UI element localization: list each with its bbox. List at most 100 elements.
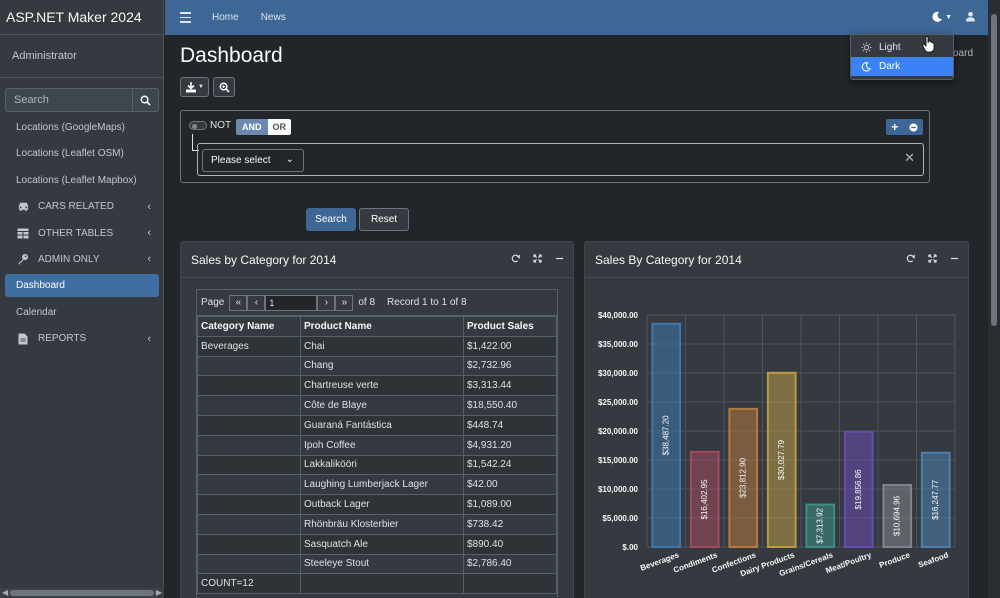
scroll-left-icon[interactable]: ◀: [2, 588, 9, 597]
table-cell: [197, 355, 301, 377]
table-row: Beverages Chai $1,422.00: [197, 335, 557, 357]
table-cell: [300, 573, 464, 595]
sidebar-item-admin-only[interactable]: ADMIN ONLY ‹: [5, 248, 159, 271]
table-cell: [197, 474, 301, 496]
sidebar-item-other-tables[interactable]: OTHER TABLES ‹: [5, 222, 159, 245]
sidebar-item-reports[interactable]: REPORTS ‹: [5, 327, 159, 350]
maximize-icon[interactable]: [928, 254, 937, 263]
table-cell: $2,732.96: [463, 355, 557, 377]
plus-icon[interactable]: +: [891, 120, 899, 134]
page-number-input[interactable]: 1: [265, 294, 318, 311]
car-icon: [16, 201, 30, 213]
table-row: Steeleye Stout $2,786.40: [197, 553, 557, 575]
bar: [882, 483, 913, 549]
table-cell: $1,422.00: [463, 335, 557, 357]
refresh-icon[interactable]: [906, 254, 915, 263]
table-cell: $18,550.40: [463, 395, 557, 416]
chevron-left-icon: ‹: [147, 332, 151, 345]
table-row: Laughing Lumberjack Lager $42.00: [197, 474, 557, 496]
table-body: Beverages Chai $1,422.00 Chang $2,732.96 Char…: [197, 335, 557, 595]
menu-toggle-icon[interactable]: [180, 12, 198, 23]
table-cell: $2,786.40: [463, 553, 557, 575]
scrollbar-thumb[interactable]: [10, 590, 154, 596]
nav-home-link[interactable]: Home: [212, 12, 239, 23]
y-tick-label: $40,000.00: [598, 311, 639, 320]
theme-toggle-button[interactable]: ▼: [931, 11, 952, 23]
table-cell: COUNT=12: [197, 573, 301, 595]
add-group-icon[interactable]: [909, 122, 918, 132]
document-icon: [16, 333, 30, 345]
search-button[interactable]: Search: [306, 208, 356, 231]
report-card-title: Sales by Category for 2014: [191, 253, 337, 267]
sidebar-item-label: OTHER TABLES: [38, 227, 114, 239]
table-row: Ipoh Coffee $4,931.20: [197, 434, 557, 456]
collapse-icon[interactable]: [950, 254, 959, 263]
pager-record-label: Record 1 to 1 of 8: [387, 297, 467, 308]
breadcrumb[interactable]: oard: [952, 48, 973, 59]
reset-button[interactable]: Reset: [359, 208, 409, 231]
top-navbar: Home News ▼: [165, 0, 1000, 35]
brand-title[interactable]: ASP.NET Maker 2024: [0, 0, 163, 35]
refresh-icon[interactable]: [511, 254, 520, 263]
sidebar-item-label: ADMIN ONLY: [38, 253, 100, 265]
x-tick-label: Seafood: [917, 550, 950, 569]
table-cell: [197, 395, 301, 416]
scroll-right-icon[interactable]: ▶: [155, 588, 162, 597]
column-header[interactable]: Product Name: [300, 316, 464, 337]
pager: Page « ‹ 1 › » of 8 Record 1 to 1 of 8: [197, 290, 557, 316]
first-page-button[interactable]: «: [229, 294, 248, 311]
table-cell: $448.74: [463, 414, 557, 436]
sidebar-item-locations-googlemaps[interactable]: Locations (GoogleMaps): [5, 116, 159, 139]
table-row: Côte de Blaye $18,550.40: [197, 395, 557, 416]
export-button[interactable]: ▼: [180, 77, 209, 97]
column-header[interactable]: Category Name: [197, 316, 301, 337]
search-panel-button[interactable]: [213, 77, 235, 97]
and-button[interactable]: AND: [236, 119, 268, 135]
or-button[interactable]: OR: [267, 119, 291, 135]
chart-card: Sales By Category for 2014 $.00 $5,000.00…: [584, 241, 969, 598]
sidebar-item-dashboard[interactable]: Dashboard: [5, 274, 159, 298]
sidebar-item-locations-leaflet-osm[interactable]: Locations (Leaflet OSM): [5, 142, 159, 165]
chevron-left-icon: ‹: [147, 200, 151, 213]
bar-data-label: $7,313.92: [815, 507, 824, 543]
table-cell: [197, 533, 301, 555]
sidebar-item-label: Locations (GoogleMaps): [16, 122, 125, 133]
remove-rule-icon[interactable]: ✕: [904, 150, 915, 165]
sidebar-item-locations-leaflet-mapbox[interactable]: Locations (Leaflet Mapbox): [5, 169, 159, 192]
table-row: Chang $2,732.96: [197, 355, 557, 377]
add-rule-button[interactable]: +: [886, 119, 923, 135]
user-menu-button[interactable]: [965, 11, 976, 25]
caret-down-icon: ▼: [945, 13, 952, 21]
last-page-button[interactable]: »: [335, 294, 354, 311]
y-tick-label: $10,000.00: [598, 485, 639, 494]
page-scrollbar[interactable]: [988, 0, 1000, 598]
table-cell: $3,313.44: [463, 375, 557, 397]
bar-data-label: $38,487.20: [661, 415, 670, 456]
table-row: Rhönbräu Klosterbier $738.42: [197, 513, 557, 535]
sidebar-search-button[interactable]: [132, 88, 159, 112]
not-toggle[interactable]: [189, 121, 207, 130]
table-cell: Côte de Blaye: [300, 395, 464, 416]
column-header[interactable]: Product Sales: [463, 316, 557, 337]
sidebar-item-label: Dashboard: [16, 280, 65, 292]
page-title: Dashboard: [180, 44, 283, 67]
sidebar-item-cars-related[interactable]: CARS RELATED ‹: [5, 195, 159, 218]
report-table: Category Name Product Name Product Sales B…: [197, 316, 557, 595]
collapse-icon[interactable]: [555, 254, 564, 263]
next-page-button[interactable]: ›: [317, 294, 336, 311]
sidebar-scrollbar[interactable]: ◀ ▶: [0, 588, 164, 598]
nav-news-link[interactable]: News: [260, 12, 286, 23]
table-cell: Steeleye Stout: [300, 553, 464, 575]
table-cell: Beverages: [197, 335, 301, 357]
field-select[interactable]: Please select ⌄: [202, 149, 304, 172]
theme-light-option[interactable]: Light: [851, 36, 953, 57]
theme-dark-option[interactable]: Dark: [851, 57, 953, 76]
y-tick-label: $30,000.00: [598, 369, 639, 378]
maximize-icon[interactable]: [533, 254, 542, 263]
prev-page-button[interactable]: ‹: [247, 294, 266, 311]
scrollbar-thumb[interactable]: [991, 14, 997, 326]
sidebar-item-label: REPORTS: [38, 333, 87, 345]
sidebar-item-calendar[interactable]: Calendar: [5, 301, 159, 324]
user-name[interactable]: Administrator: [0, 35, 163, 78]
sidebar-search-input[interactable]: Search: [5, 88, 132, 112]
